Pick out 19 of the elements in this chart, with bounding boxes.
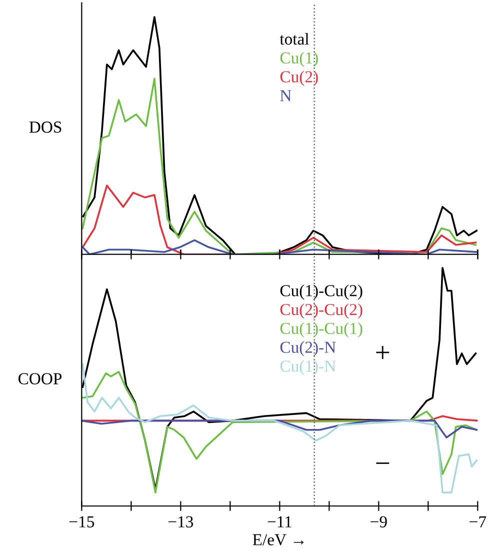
text: Cu(1)-N: [280, 360, 336, 376]
text: Cu(2)-N: [280, 341, 336, 356]
text: Cu(1): [280, 52, 318, 67]
annotation: −: [376, 462, 390, 464]
text: Cu(2)-Cu(2): [280, 303, 362, 319]
y-axis-title: COOP: [18, 373, 62, 384]
x-tick-label: −15: [69, 516, 94, 528]
text: Cu(2): [280, 70, 318, 86]
text: total: [280, 32, 309, 45]
x-axis-title: E/eV →: [252, 534, 304, 546]
x-tick-label: −11: [268, 516, 292, 528]
x-tick-label: −13: [168, 516, 194, 528]
y-axis-title: DOS: [29, 122, 62, 133]
x-tick-label: −7: [470, 516, 486, 528]
text: Cu(1)-Cu(2): [280, 284, 362, 300]
x-tick-label: −9: [370, 516, 387, 528]
annotation: +: [376, 346, 390, 359]
text: N: [280, 90, 292, 102]
text: Cu(1)-Cu(1): [280, 322, 362, 338]
